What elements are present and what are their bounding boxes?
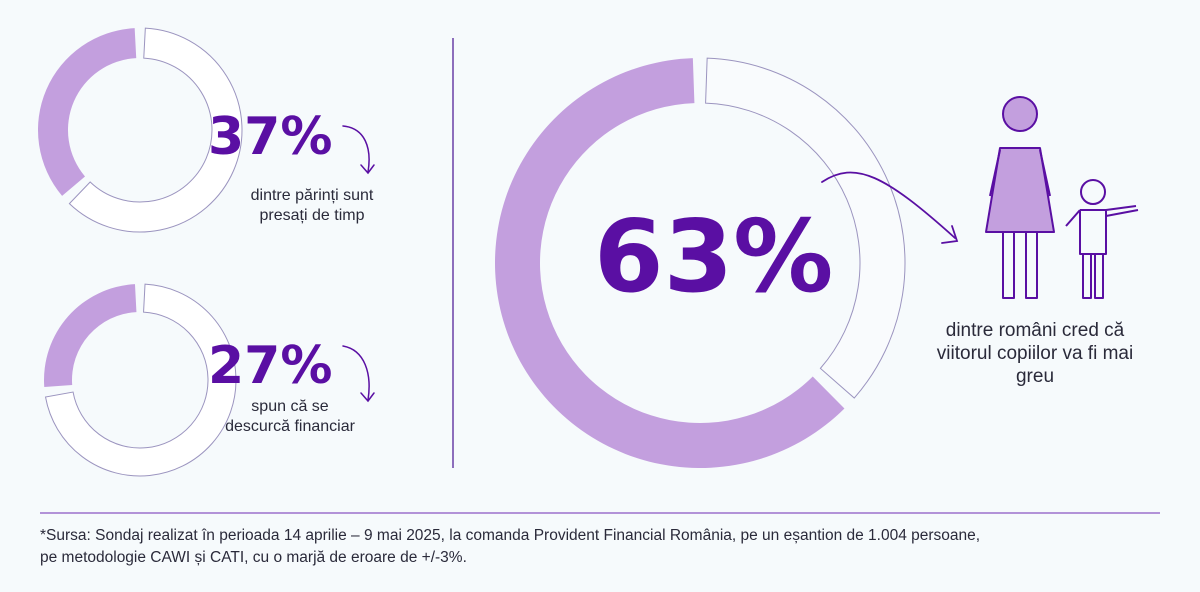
curved-arrow-icon (821, 171, 959, 244)
donut-3-filled-segment (495, 58, 845, 469)
source-footnote: *Sursa: Sondaj realizat în perioada 14 a… (40, 525, 1170, 570)
donut-2-filled-segment (44, 284, 137, 388)
donut-3-percent-label: 63% (594, 198, 833, 315)
donut-3-caption: dintre români cred că viitorul copiilor … (936, 320, 1134, 387)
donut-chart-1 (37, 27, 243, 233)
curved-arrow-icon (342, 345, 375, 403)
donut-1-filled-segment (37, 28, 137, 196)
footnote-line-2: pe metodologie CAWI și CATI, cu o marjă … (40, 549, 467, 567)
donut-2-empty-segment (44, 283, 237, 477)
donut-chart-3 (495, 57, 906, 469)
curved-arrow-icon (342, 125, 375, 175)
footnote-line-1: *Sursa: Sondaj realizat în perioada 14 a… (40, 527, 981, 544)
donut-1-empty-segment (68, 27, 243, 233)
donut-chart-2 (44, 283, 237, 477)
parent-child-icon (985, 96, 1139, 299)
donut-3-empty-segment (705, 57, 906, 399)
donut-2-percent-label: 27% (208, 336, 332, 396)
donut-1-percent-label: 37% (208, 107, 332, 167)
donut-1-caption: dintre părinți sunt presați de timp (250, 187, 374, 224)
donut-2-caption: spun că se descurcă financiar (225, 398, 355, 435)
